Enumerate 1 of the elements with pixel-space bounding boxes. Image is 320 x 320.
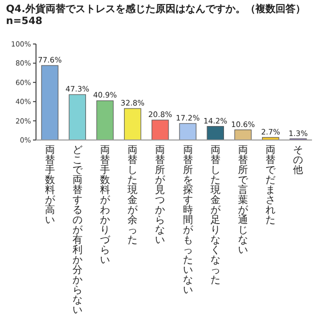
chart-title: Q4.外貨両替でストレスを感じた原因はなんですか。（複数回答）n=548 — [6, 4, 306, 28]
